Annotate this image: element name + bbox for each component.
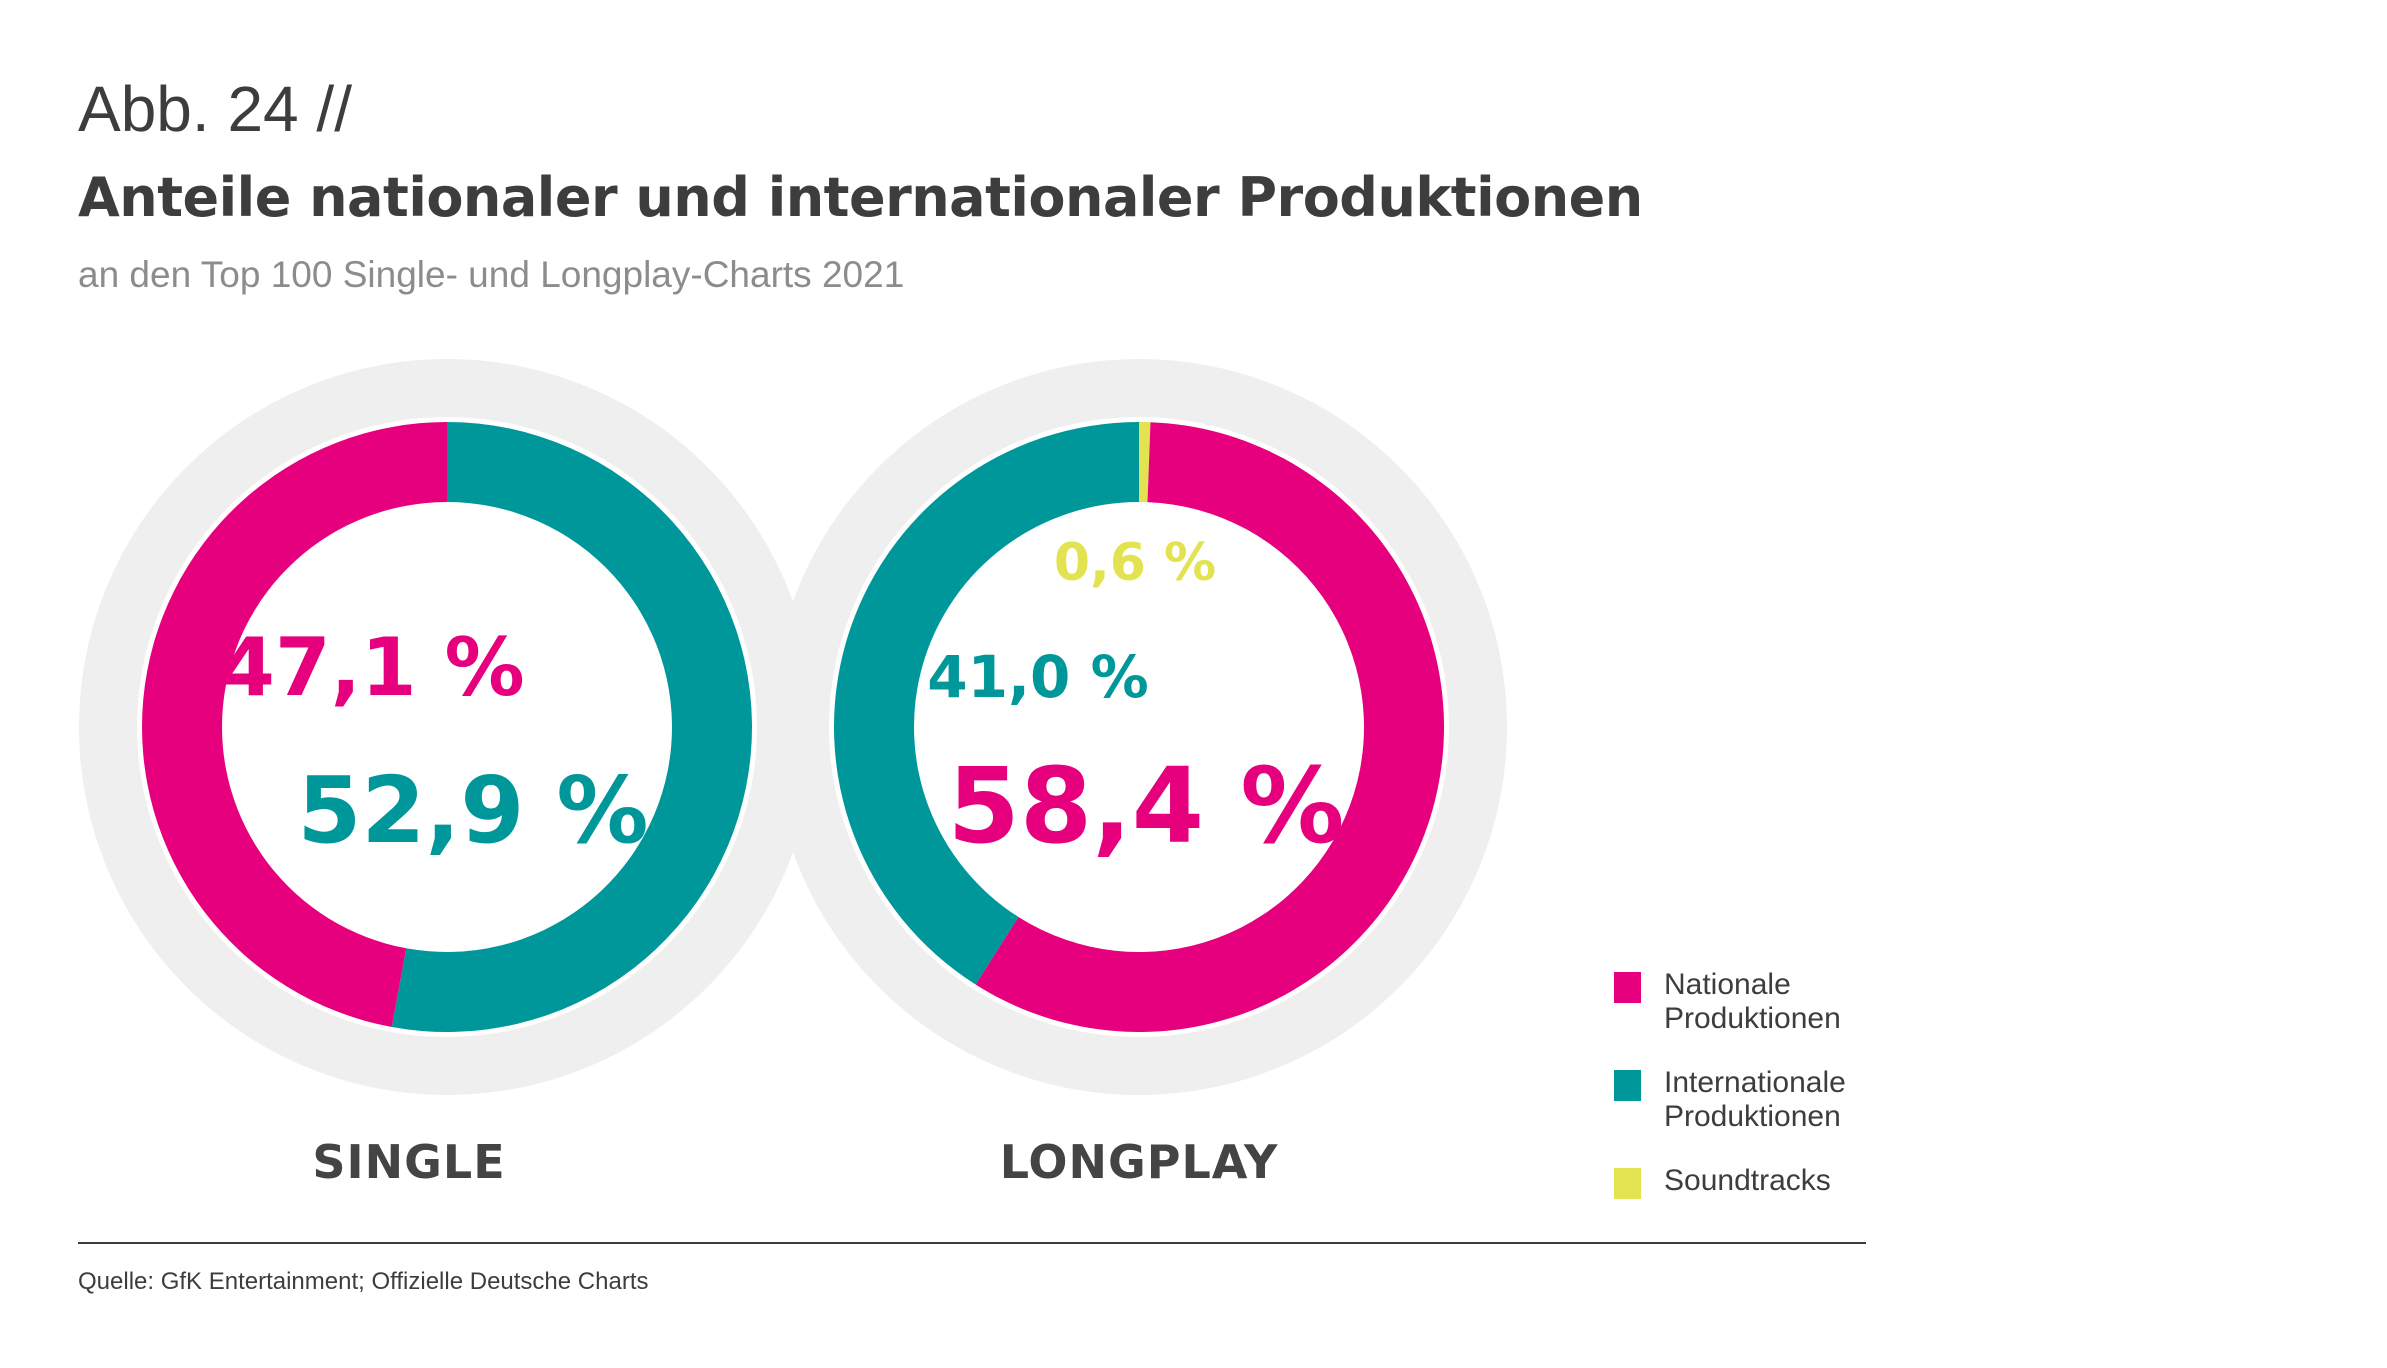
chart-title: Anteile nationaler und internationaler P… (78, 166, 1643, 229)
legend-swatch-soundtracks (1614, 1168, 1641, 1199)
legend-swatch-national (1614, 972, 1641, 1003)
data-label-single-national: 47,1 % (219, 621, 524, 714)
slice-longplay-international (833, 422, 1139, 985)
chart-subtitle: an den Top 100 Single- und Longplay-Char… (78, 254, 905, 295)
legend: Nationale Produktionen Internationale Pr… (1614, 968, 1904, 1228)
slice-single-national (141, 422, 448, 1027)
data-label-longplay-international: 41,0 % (927, 643, 1148, 711)
legend-label-international: Internationale Produktionen (1664, 1066, 1846, 1133)
figure-label: Abb. 24 // (78, 73, 352, 145)
chart-caption-longplay: LONGPLAY (999, 1135, 1279, 1189)
data-label-single-international: 52,9 % (297, 757, 648, 864)
slice-single-international (391, 422, 752, 1032)
legend-item-national: Nationale Produktionen (1614, 968, 1904, 1036)
background-ring-longplay (771, 359, 1507, 1095)
slice-longplay-soundtracks (1139, 422, 1151, 503)
slice-longplay-national (975, 422, 1444, 1033)
legend-label-soundtracks: Soundtracks (1664, 1164, 1831, 1197)
data-label-longplay-soundtracks: 0,6 % (1054, 533, 1216, 593)
data-label-longplay-national: 58,4 % (947, 745, 1344, 867)
legend-label-national: Nationale Produktionen (1664, 968, 1841, 1035)
legend-item-soundtracks: Soundtracks (1614, 1164, 1904, 1199)
divider-line (78, 1242, 1866, 1244)
legend-swatch-international (1614, 1070, 1641, 1101)
chart-caption-single: SINGLE (312, 1135, 506, 1189)
source-note: Quelle: GfK Entertainment; Offizielle De… (78, 1268, 649, 1295)
legend-item-international: Internationale Produktionen (1614, 1066, 1904, 1134)
